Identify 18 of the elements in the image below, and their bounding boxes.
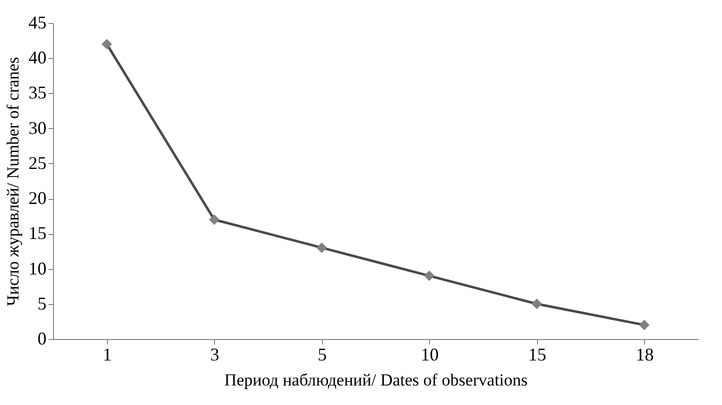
- y-tick-label: 0: [38, 328, 46, 348]
- y-tick-label: 35: [28, 82, 46, 103]
- x-tick-label: 15: [528, 344, 546, 364]
- x-tick-label: 18: [636, 344, 654, 364]
- y-tick-label: 30: [28, 118, 46, 138]
- y-tick-label: 25: [28, 152, 46, 173]
- x-tick-label: 3: [210, 344, 220, 364]
- x-tick-label: 10: [420, 344, 439, 364]
- x-tick-label: 5: [318, 344, 327, 364]
- y-tick-label: 45: [28, 12, 46, 32]
- y-tick-label: 20: [28, 188, 46, 208]
- x-axis-title: Период наблюдений/ Dates of observations: [224, 370, 528, 390]
- y-tick-label: 10: [28, 258, 46, 278]
- y-tick-label: 15: [28, 223, 46, 244]
- x-tick-label: 1: [102, 344, 112, 364]
- y-tick-label: 5: [38, 293, 46, 314]
- y-axis-title: Число журавлей/ Number of cranes: [4, 57, 22, 306]
- y-tick-label: 40: [28, 48, 46, 68]
